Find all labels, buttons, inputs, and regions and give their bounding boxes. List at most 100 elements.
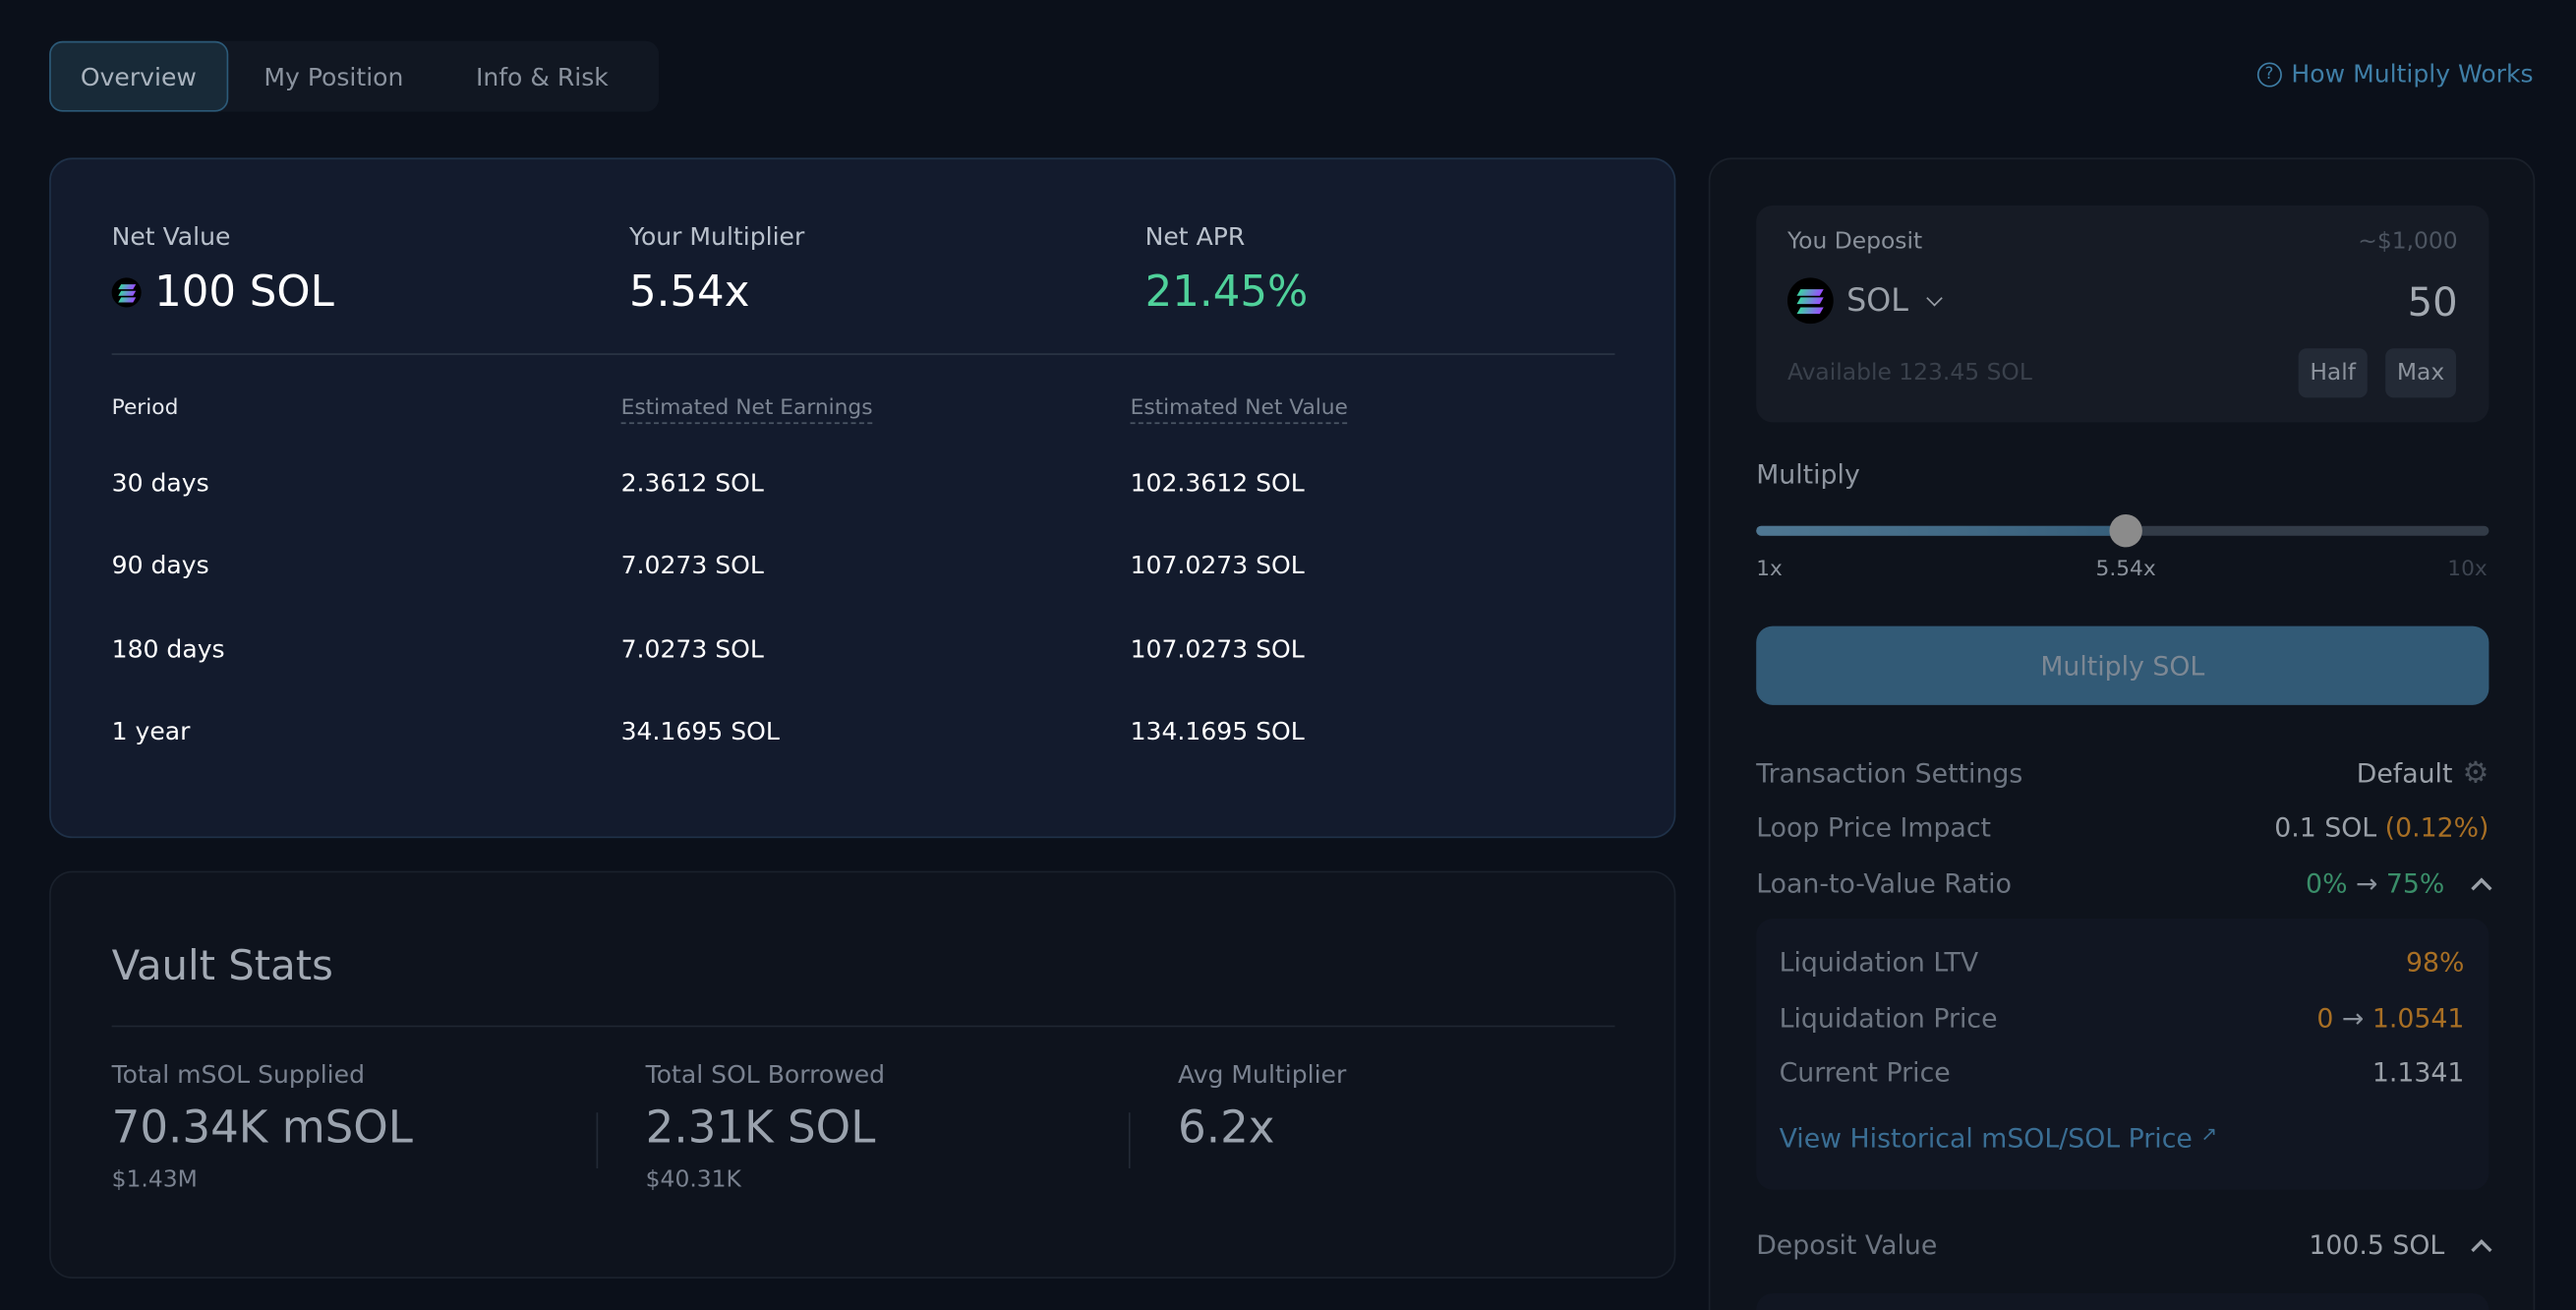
- stat-sub: $1.43M: [111, 1166, 198, 1194]
- how-link-label: How Multiply Works: [2291, 59, 2534, 89]
- ltv-to: 75%: [2385, 867, 2445, 899]
- sol-token-icon: [1786, 277, 1834, 325]
- net-apr-value: 21.45%: [1144, 268, 1309, 318]
- stat-label: Total SOL Borrowed: [645, 1059, 886, 1090]
- slider-max: 10x: [2447, 557, 2488, 582]
- row-label: Deposit Value: [1756, 1228, 1938, 1261]
- divider: [111, 1025, 1615, 1028]
- vault-stats-card: Vault Stats Total mSOL Supplied 70.34K m…: [49, 870, 1676, 1279]
- tab-my-position[interactable]: My Position: [263, 61, 404, 91]
- deposit-amount-input[interactable]: 50: [2407, 279, 2458, 326]
- multiplier-label: Your Multiplier: [628, 221, 805, 252]
- impact-percent: (0.12%): [2384, 811, 2489, 844]
- multiply-sol-button[interactable]: Multiply SOL: [1756, 625, 2489, 705]
- slider-min: 1x: [1756, 557, 1783, 582]
- slider-thumb[interactable]: [2109, 513, 2142, 548]
- multiply-panel: You Deposit ~$1,000 SOL 50 Available 123…: [1708, 157, 2536, 1310]
- deposit-details: [1756, 1293, 2489, 1310]
- row-value: 98%: [2405, 946, 2465, 979]
- header-net-earnings[interactable]: Estimated Net Earnings: [620, 396, 873, 425]
- multiplier: Your Multiplier 5.54x: [629, 222, 804, 318]
- sol-token-icon: [111, 277, 142, 308]
- position-summary-card: Net Value 100 SOL Your Multiplier 5.54x …: [49, 157, 1676, 839]
- row-label: Current Price: [1779, 1056, 1951, 1089]
- stat-value: 6.2x: [1178, 1102, 1275, 1154]
- period-cell: 180 days: [111, 633, 225, 664]
- deposit-usd: ~$1,000: [2358, 228, 2458, 255]
- ltv-from: 0%: [2306, 867, 2348, 899]
- chevron-up-icon[interactable]: [2471, 1238, 2492, 1260]
- row-label: Liquidation Price: [1779, 1002, 1998, 1035]
- divider: [596, 1112, 599, 1169]
- stat-msol-supplied: Total mSOL Supplied 70.34K mSOL $1.43M: [112, 1060, 413, 1193]
- impact-value: 0.1 SOL: [2274, 811, 2377, 844]
- link-label: View Historical mSOL/SOL Price: [1779, 1122, 2193, 1154]
- liquidation-ltv-row: Liquidation LTV 98%: [1780, 946, 2465, 978]
- chevron-up-icon[interactable]: [2471, 876, 2492, 898]
- stat-sub: $40.31K: [645, 1166, 741, 1194]
- earnings-cell: 7.0273 SOL: [620, 551, 764, 581]
- stat-value: 70.34K mSOL: [111, 1102, 413, 1154]
- liq-price-to: 1.0541: [2371, 1002, 2465, 1035]
- multiplier-slider[interactable]: [1756, 513, 2489, 548]
- current-price-row: Current Price 1.1341: [1780, 1056, 2465, 1088]
- deposit-label: You Deposit: [1786, 228, 1923, 255]
- net-value: Net Value 100 SOL: [111, 221, 334, 318]
- row-value: 100.5 SOL: [2309, 1228, 2445, 1261]
- how-multiply-works-link[interactable]: ? How Multiply Works: [2256, 59, 2534, 89]
- external-link-icon: ↗: [2200, 1122, 2218, 1146]
- deposit-box: You Deposit ~$1,000 SOL 50 Available 123…: [1756, 205, 2489, 423]
- historical-price-link[interactable]: View Historical mSOL/SOL Price ↗: [1780, 1122, 2218, 1154]
- header-period: Period: [111, 395, 179, 421]
- token-name: SOL: [1846, 282, 1908, 320]
- loop-price-impact-row: Loop Price Impact 0.1 SOL (0.12%): [1756, 811, 2488, 843]
- stat-avg-multiplier: Avg Multiplier 6.2x: [1178, 1060, 1346, 1154]
- slider-current: 5.54x: [2095, 557, 2156, 582]
- period-cell: 30 days: [111, 468, 209, 499]
- period-cell: 1 year: [111, 716, 191, 746]
- value-cell: 107.0273 SOL: [1130, 633, 1305, 664]
- row-label: Loop Price Impact: [1756, 811, 1991, 844]
- row-value: 1.1341: [2371, 1056, 2465, 1089]
- half-button[interactable]: Half: [2298, 348, 2368, 398]
- earnings-cell: 34.1695 SOL: [620, 716, 780, 746]
- help-icon: ?: [2256, 61, 2282, 87]
- row-value: Default: [2356, 757, 2453, 790]
- ltv-details: Liquidation LTV 98% Liquidation Price 0 …: [1756, 919, 2489, 1190]
- multiplier-value: 5.54x: [628, 268, 750, 318]
- tab-overview[interactable]: Overview: [49, 40, 228, 112]
- value-cell: 107.0273 SOL: [1130, 551, 1305, 581]
- stat-sol-borrowed: Total SOL Borrowed 2.31K SOL $40.31K: [646, 1060, 885, 1193]
- ltv-row[interactable]: Loan-to-Value Ratio 0% → 75%: [1756, 867, 2492, 899]
- value-cell: 134.1695 SOL: [1130, 716, 1305, 746]
- row-label: Transaction Settings: [1756, 757, 2023, 790]
- divider: [1128, 1112, 1131, 1169]
- token-selector[interactable]: SOL: [1786, 277, 1943, 325]
- earnings-cell: 7.0273 SOL: [620, 633, 764, 664]
- net-apr: Net APR 21.45%: [1145, 222, 1309, 318]
- deposit-value-row[interactable]: Deposit Value 100.5 SOL: [1756, 1228, 2492, 1261]
- net-value-label: Net Value: [111, 221, 231, 252]
- net-apr-label: Net APR: [1144, 221, 1246, 252]
- tab-info-risk[interactable]: Info & Risk: [475, 61, 609, 91]
- period-cell: 90 days: [111, 551, 209, 581]
- max-button[interactable]: Max: [2385, 348, 2456, 398]
- row-label: Liquidation LTV: [1779, 946, 1979, 979]
- liq-price-from: 0: [2316, 1002, 2334, 1035]
- value-cell: 102.3612 SOL: [1130, 468, 1305, 499]
- multiply-label: Multiply: [1756, 458, 1860, 490]
- gear-icon: ⚙: [2462, 755, 2489, 791]
- available-balance: Available 123.45 SOL: [1786, 359, 2032, 387]
- transaction-settings-row[interactable]: Transaction Settings Default ⚙: [1756, 756, 2488, 791]
- arrow-right-icon: →: [2355, 867, 2378, 899]
- chevron-down-icon: [1925, 289, 1943, 306]
- slider-fill: [1756, 525, 2127, 536]
- stat-value: 2.31K SOL: [645, 1102, 876, 1154]
- header-net-value[interactable]: Estimated Net Value: [1130, 396, 1348, 425]
- vault-stats-title: Vault Stats: [111, 941, 333, 989]
- net-value-amount: 100 SOL: [154, 268, 334, 318]
- stat-label: Total mSOL Supplied: [111, 1059, 365, 1090]
- tab-bar: Overview My Position Info & Risk: [49, 40, 660, 112]
- arrow-right-icon: →: [2341, 1002, 2365, 1035]
